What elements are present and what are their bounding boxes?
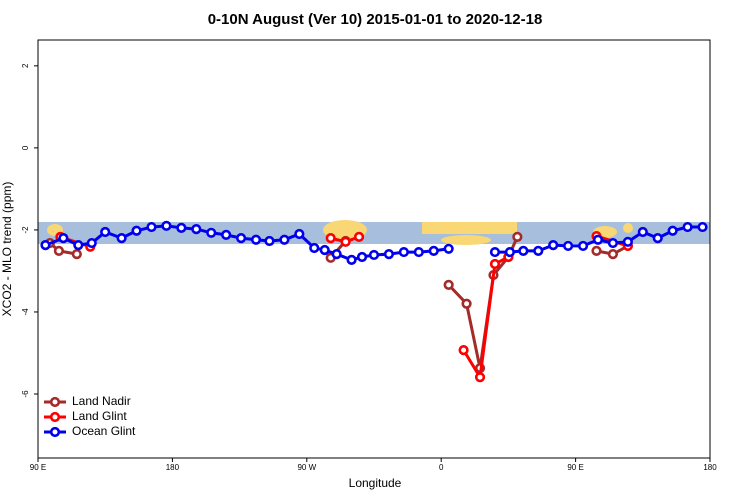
data-point (264, 235, 275, 247)
data-point (533, 245, 544, 256)
data-point (279, 234, 290, 245)
chart-title: 0-10N August (Ver 10) 2015-01-01 to 2020… (208, 11, 543, 28)
data-point (294, 228, 305, 240)
legend-label: Ocean Glint (72, 424, 136, 438)
data-point (353, 231, 365, 242)
y-tick-label: -6 (21, 390, 30, 398)
data-point (309, 242, 320, 254)
data-point (504, 246, 515, 258)
data-point (443, 243, 454, 254)
data-point (53, 245, 65, 256)
y-tick-label: 2 (21, 63, 30, 68)
data-point (383, 249, 395, 260)
data-point (73, 240, 84, 251)
data-point (489, 258, 501, 270)
data-point (682, 221, 693, 233)
legend-marker (49, 426, 61, 438)
data-point (489, 246, 501, 258)
data-point (221, 229, 232, 240)
data-point (356, 251, 368, 263)
data-point (100, 226, 111, 238)
data-point (250, 234, 262, 245)
data-point (40, 240, 51, 251)
data-point (340, 236, 351, 247)
data-point (474, 372, 486, 383)
data-point (591, 245, 602, 256)
data-point (518, 245, 529, 256)
data-point (592, 234, 604, 245)
legend-marker (49, 411, 61, 423)
series-line (462, 255, 510, 382)
data-point (331, 249, 342, 260)
data-point (563, 240, 574, 252)
data-point (607, 237, 619, 249)
legend-label: Land Glint (72, 409, 127, 423)
data-point (176, 222, 187, 233)
legend-marker (49, 396, 61, 408)
data-point (146, 221, 157, 233)
y-tick-label: 0 (21, 145, 30, 150)
data-point (86, 237, 97, 249)
data-point (512, 231, 523, 242)
x-tick-label: 180 (703, 463, 717, 472)
data-point (191, 224, 202, 235)
data-point (548, 240, 559, 251)
data-point (637, 226, 648, 238)
data-point (667, 225, 678, 236)
data-point (116, 233, 127, 244)
x-axis-label: Longitude (349, 476, 402, 490)
data-point (428, 245, 439, 256)
data-point (458, 345, 469, 356)
data-point (461, 298, 472, 309)
data-point (58, 233, 69, 244)
y-tick-label: -2 (21, 226, 30, 234)
data-point (607, 249, 619, 260)
data-point (443, 279, 454, 290)
data-point (325, 233, 336, 244)
x-tick-label: 180 (166, 463, 180, 472)
data-point (131, 225, 142, 236)
data-point (413, 246, 424, 258)
x-tick-label: 90 E (30, 463, 46, 472)
y-tick-label: -4 (21, 308, 30, 316)
x-tick-label: 0 (439, 463, 444, 472)
data-point (577, 240, 589, 252)
data-point (398, 246, 409, 258)
y-axis-label: XCO2 - MLO trend (ppm) (0, 182, 14, 317)
data-point (622, 236, 633, 247)
data-point (71, 249, 82, 260)
x-tick-label: 90 W (297, 463, 316, 472)
data-point (235, 233, 247, 244)
legend-label: Land Nadir (72, 394, 131, 408)
data-point (319, 244, 330, 256)
x-tick-label: 90 E (567, 463, 583, 472)
plot-frame (37, 39, 711, 459)
data-point (652, 233, 663, 244)
data-point (206, 227, 217, 238)
data-point (368, 249, 380, 261)
data-point (697, 221, 708, 233)
data-point (161, 220, 172, 231)
data-point (346, 254, 357, 265)
